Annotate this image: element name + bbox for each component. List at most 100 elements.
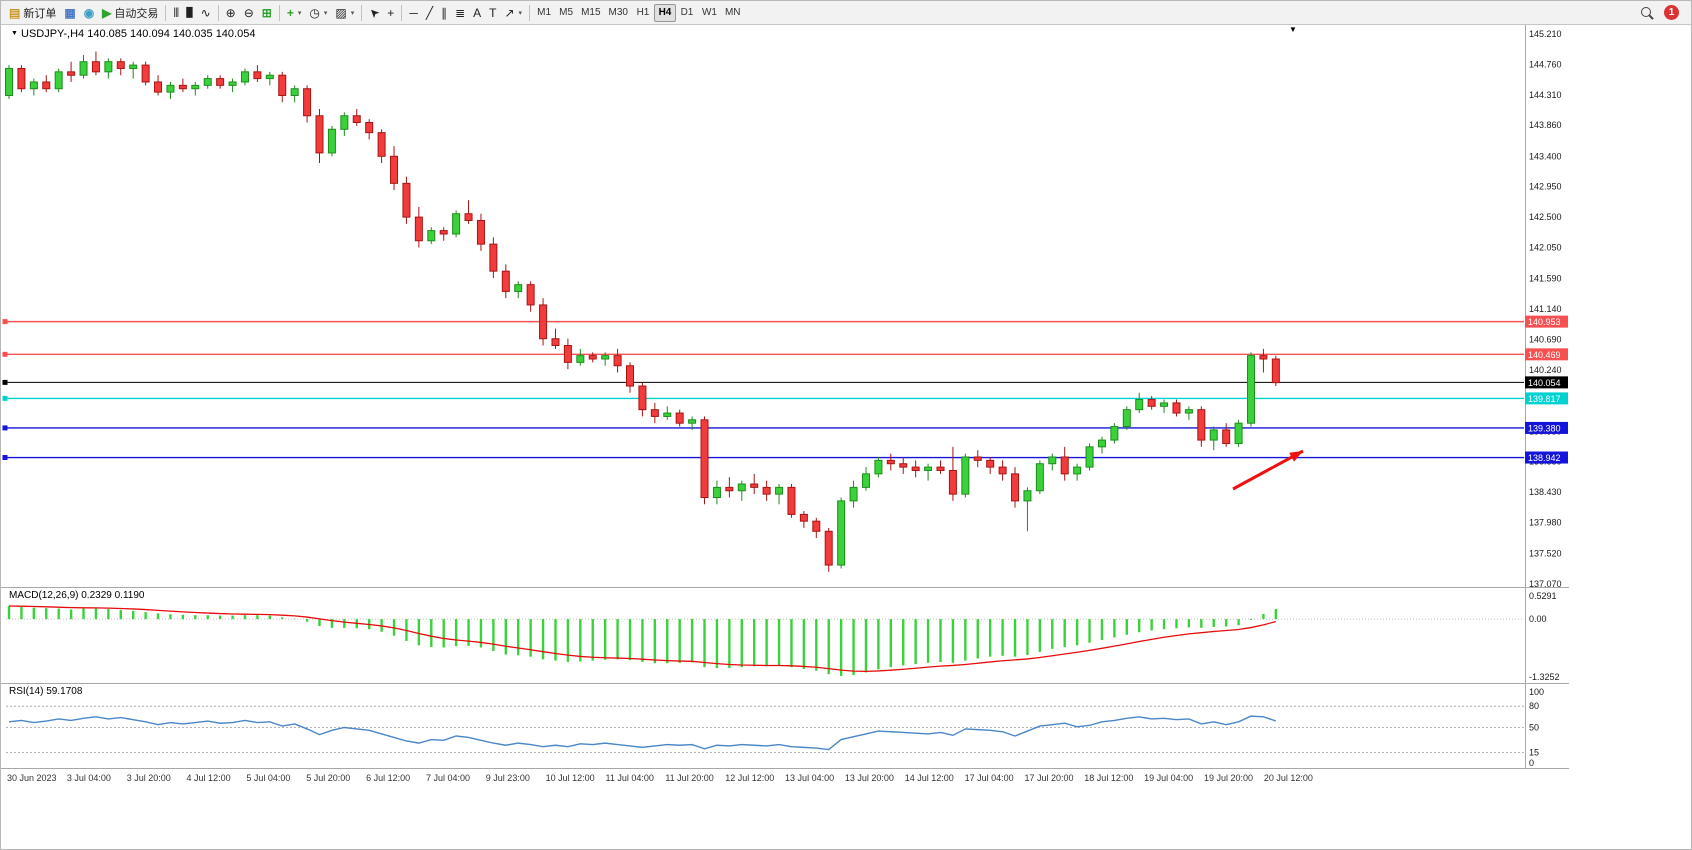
time-tick: 3 Jul 04:00 [67, 773, 111, 783]
candle-body [79, 61, 88, 76]
macd-panel [6, 605, 1524, 676]
new-order-button[interactable]: ▤ 新订单 [5, 3, 60, 23]
line-anchor-icon [2, 425, 8, 431]
candle-body [998, 466, 1007, 475]
line-chart-mode-button[interactable]: ∿ [197, 3, 215, 23]
candle-body [1048, 456, 1057, 465]
timeframe-m30[interactable]: M30 [608, 7, 628, 18]
candle-body [712, 486, 721, 499]
line-anchor-icon [2, 455, 8, 461]
auto-trading-button[interactable]: ▶ 自动交易 [98, 3, 162, 23]
timeframe-m15[interactable]: M15 [581, 7, 601, 18]
candle-body [414, 216, 423, 242]
zoom-out-button[interactable]: ⊖ [240, 3, 258, 23]
indicators-icon: + [286, 5, 294, 20]
text-tool-icon: A [473, 5, 482, 20]
candle-body [936, 466, 945, 471]
candlestick-mode-button[interactable]: █ [182, 3, 196, 23]
candle-body [1122, 409, 1131, 428]
zoom-in-button[interactable]: ⊕ [222, 3, 240, 23]
toolbar-separator [217, 4, 219, 21]
timeframe-m1[interactable]: M1 [537, 7, 552, 18]
candle-body [1147, 399, 1156, 407]
line-anchor-icon [2, 379, 8, 385]
candle-body [178, 84, 187, 90]
periods-button[interactable]: ◷ ▾ [305, 3, 331, 23]
candle-body [476, 219, 485, 245]
time-tick: 14 Jul 12:00 [905, 773, 954, 783]
candle-body [265, 74, 274, 80]
candle-body [986, 459, 995, 468]
candle-body [1110, 426, 1119, 441]
time-tick: 30 Jun 2023 [7, 773, 57, 783]
price-tick: 143.400 [1529, 151, 1562, 161]
candle-body [1172, 402, 1181, 414]
timeframe-d1[interactable]: D1 [680, 7, 694, 18]
time-tick: 20 Jul 12:00 [1264, 773, 1313, 783]
price-label-138.942 [1525, 451, 1568, 464]
candle-body [1023, 490, 1032, 502]
trendline-tool-button[interactable]: ╱ [422, 3, 437, 23]
label-tool-button[interactable]: T [485, 3, 500, 23]
timeframe-h1[interactable]: H1 [636, 7, 650, 18]
candle-body [601, 355, 610, 360]
rsi-tick: 15 [1529, 747, 1539, 757]
chevron-down-icon: ▾ [323, 9, 328, 17]
time-tick: 19 Jul 20:00 [1204, 773, 1253, 783]
channel-tool-button[interactable]: ∥ [437, 3, 451, 23]
arrows-tool-button[interactable]: ↗ ▾ [500, 3, 526, 23]
horizontal-line-tool-button[interactable]: ─ [405, 3, 422, 23]
candle-body [1271, 358, 1280, 384]
timeframe-h4[interactable]: H4 [653, 3, 676, 22]
notification-badge[interactable]: 1 [1664, 5, 1679, 20]
arrows-tool-icon: ↗ [504, 5, 515, 20]
time-tick: 12 Jul 12:00 [725, 773, 774, 783]
price-label-text: 139.380 [1528, 423, 1561, 433]
time-tick: 17 Jul 04:00 [965, 773, 1014, 783]
templates-button[interactable]: ▨ ▾ [331, 3, 358, 23]
candle-body [141, 64, 150, 83]
time-tick: 10 Jul 12:00 [546, 773, 595, 783]
crosshair-button[interactable]: + [383, 3, 398, 23]
timeframe-mn[interactable]: MN [724, 7, 741, 18]
price-label-text: 139.817 [1528, 394, 1561, 404]
price-label-139.380 [1525, 421, 1568, 434]
price-tick: 137.070 [1529, 579, 1562, 589]
price-label-text: 140.469 [1528, 350, 1561, 360]
time-tick: 9 Jul 23:00 [486, 773, 530, 783]
fibonacci-tool-icon: ≣ [455, 5, 466, 20]
tile-windows-button[interactable]: ⊞ [258, 3, 276, 23]
scroll-anchor-icon[interactable]: ▼ [1289, 25, 1297, 34]
time-tick: 6 Jul 12:00 [366, 773, 410, 783]
fibonacci-tool-button[interactable]: ≣ [451, 3, 469, 23]
price-tick: 142.500 [1529, 212, 1562, 222]
search-icon[interactable] [1640, 6, 1654, 20]
candle-body [563, 344, 572, 363]
rsi-tick: 80 [1529, 701, 1539, 711]
candle-body [54, 71, 63, 90]
macd-label: MACD(12,26,9) [9, 590, 79, 601]
price-tick: 144.310 [1529, 90, 1562, 100]
bar-chart-mode-button[interactable]: ||| [169, 3, 182, 23]
candle-body [129, 64, 138, 69]
time-tick: 13 Jul 04:00 [785, 773, 834, 783]
chart-window-button[interactable]: ▦ [60, 3, 79, 23]
candle-body [464, 213, 473, 221]
horizontal-lines[interactable] [2, 319, 1525, 461]
timeframe-w1[interactable]: W1 [701, 7, 717, 18]
trend-arrow[interactable] [1232, 447, 1305, 491]
navigator-button[interactable]: ◉ [80, 3, 98, 23]
channel-tool-icon: ∥ [441, 5, 448, 20]
time-axis[interactable]: 30 Jun 2023 3 Jul 04:00 3 Jul 20:00 4 Jul 1… [7, 773, 1313, 783]
price-tick: 137.520 [1529, 549, 1562, 559]
candle-body [303, 88, 312, 117]
rsi-line [8, 715, 1277, 751]
indicators-button[interactable]: + ▾ [283, 3, 306, 23]
periods-icon: ◷ [309, 5, 320, 20]
price-axis[interactable]: 145.210 144.760 144.310 143.860 143.400 142.9… [1525, 29, 1568, 768]
timeframe-m5[interactable]: M5 [559, 7, 574, 18]
auto-trading-icon: ▶ [102, 5, 112, 20]
horizontal-line-tool-icon: ─ [409, 5, 418, 20]
candle-body [1222, 429, 1231, 444]
text-tool-button[interactable]: A [469, 3, 485, 23]
